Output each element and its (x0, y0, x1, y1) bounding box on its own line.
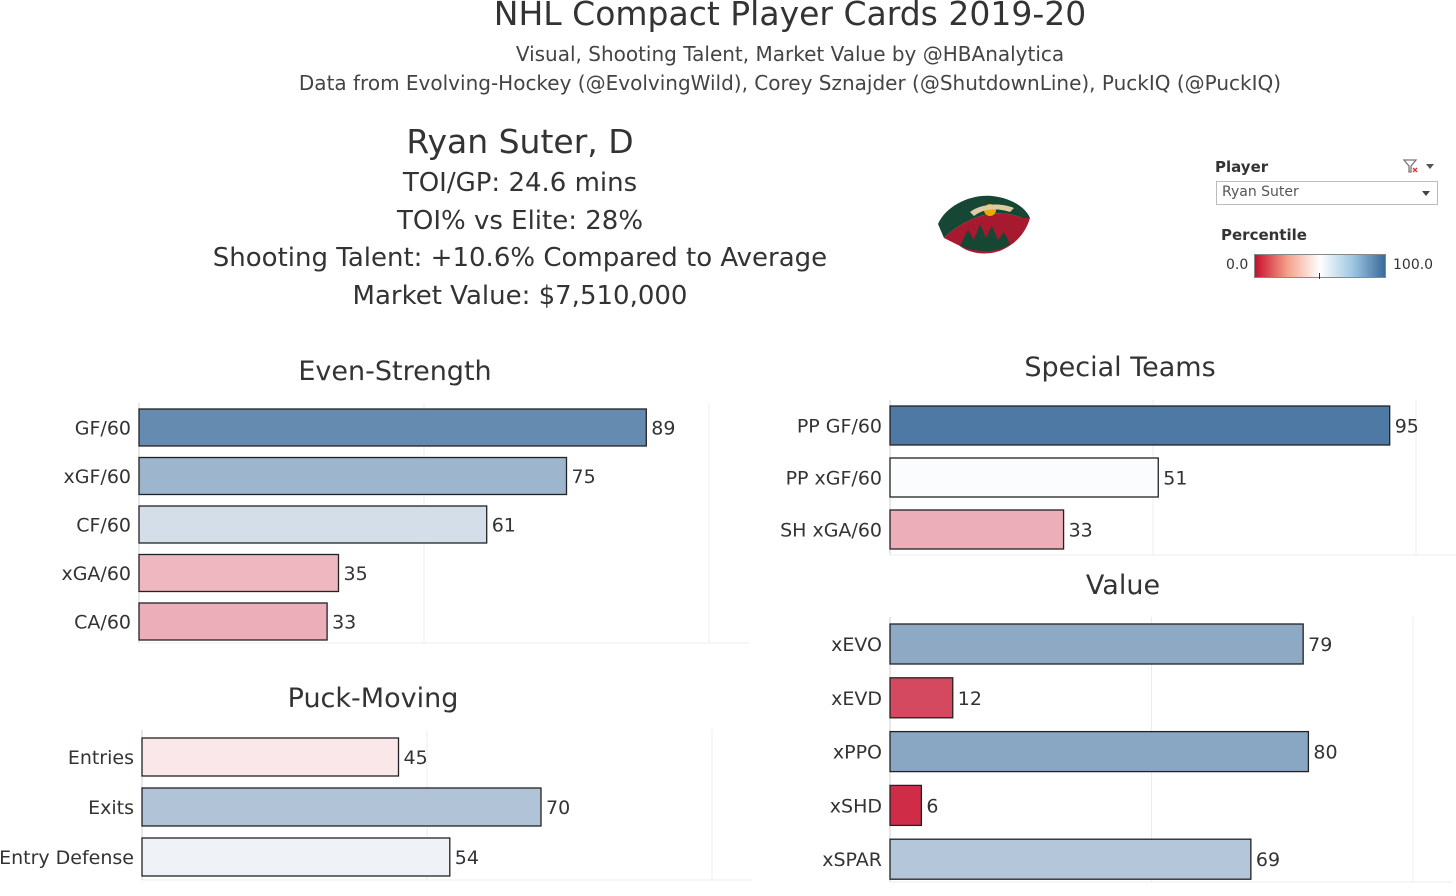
data-credits: Data from Evolving-Hockey (@EvolvingWild… (298, 71, 1282, 95)
bar (138, 408, 647, 447)
bar (889, 784, 923, 827)
puck-moving-title: Puck-Moving (287, 683, 459, 714)
bar (889, 405, 1391, 446)
value-title: Value (1085, 570, 1161, 601)
bar (889, 509, 1065, 550)
data-label: 35 (344, 563, 368, 585)
category-label: Entries (68, 747, 134, 769)
data-label: 89 (651, 418, 675, 440)
bar (889, 730, 1310, 773)
data-label: 45 (404, 747, 428, 769)
percentile-color-ramp (1254, 254, 1386, 278)
category-label: CF/60 (76, 515, 131, 537)
data-label: 33 (1069, 520, 1093, 542)
page-title: NHL Compact Player Cards 2019-20 (493, 0, 1087, 33)
market-value: Market Value: $7,510,000 (352, 281, 688, 311)
bar (141, 737, 400, 777)
category-label: xGA/60 (61, 563, 131, 585)
category-label: xGF/60 (64, 466, 131, 488)
player-dropdown[interactable]: Ryan Suter (1216, 181, 1438, 205)
chevron-down-icon (1422, 191, 1430, 196)
category-label: xPPO (833, 742, 882, 764)
data-label: 6 (926, 795, 938, 817)
category-label: PP xGF/60 (786, 468, 882, 490)
data-label: 79 (1308, 634, 1332, 656)
category-label: xEVD (831, 688, 882, 710)
bar (141, 837, 451, 877)
bar (138, 602, 328, 641)
data-label: 61 (492, 515, 516, 537)
bar (889, 457, 1159, 498)
category-label: CA/60 (74, 612, 131, 634)
page-subtitle: Visual, Shooting Talent, Market Value by… (515, 42, 1065, 66)
player-dropdown-value: Ryan Suter (1222, 184, 1299, 200)
special-teams-title: Special Teams (1024, 352, 1216, 383)
toi-per-game: TOI/GP: 24.6 mins (402, 168, 638, 198)
toi-vs-elite: TOI% vs Elite: 28% (396, 206, 644, 236)
category-label: GF/60 (75, 418, 131, 440)
even-strength-title: Even-Strength (298, 356, 492, 387)
category-label: PP GF/60 (797, 416, 882, 438)
shooting-talent: Shooting Talent: +10.6% Compared to Aver… (212, 243, 828, 273)
data-label: 51 (1163, 468, 1187, 490)
clear-filter-icon[interactable] (1402, 158, 1436, 176)
bar (138, 553, 340, 593)
player-name: Ryan Suter, D (406, 122, 634, 161)
bar (889, 838, 1252, 880)
bar (141, 787, 542, 827)
category-label: xSPAR (822, 849, 882, 871)
data-label: 54 (455, 847, 479, 869)
data-label: 69 (1256, 849, 1280, 871)
percentile-legend-title: Percentile (1221, 226, 1307, 244)
category-label: xSHD (830, 795, 882, 817)
data-label: 12 (958, 688, 982, 710)
data-label: 33 (332, 612, 356, 634)
player-filter-label: Player (1215, 158, 1269, 176)
percentile-legend-min: 0.0 (1226, 257, 1249, 273)
minnesota-wild-logo-icon (938, 195, 1030, 254)
bar (889, 677, 954, 719)
category-label: xEVO (831, 634, 882, 656)
percentile-legend-max: 100.0 (1393, 257, 1434, 273)
category-label: Entry Defense (0, 847, 134, 869)
bar (138, 505, 488, 544)
data-label: 80 (1313, 742, 1337, 764)
data-label: 75 (572, 466, 596, 488)
category-label: SH xGA/60 (780, 520, 882, 542)
percentile-legend-tick (1319, 273, 1320, 279)
bar (889, 623, 1304, 665)
data-label: 95 (1395, 416, 1419, 438)
data-label: 70 (546, 797, 570, 819)
bar (138, 456, 568, 496)
category-label: Exits (88, 797, 134, 819)
